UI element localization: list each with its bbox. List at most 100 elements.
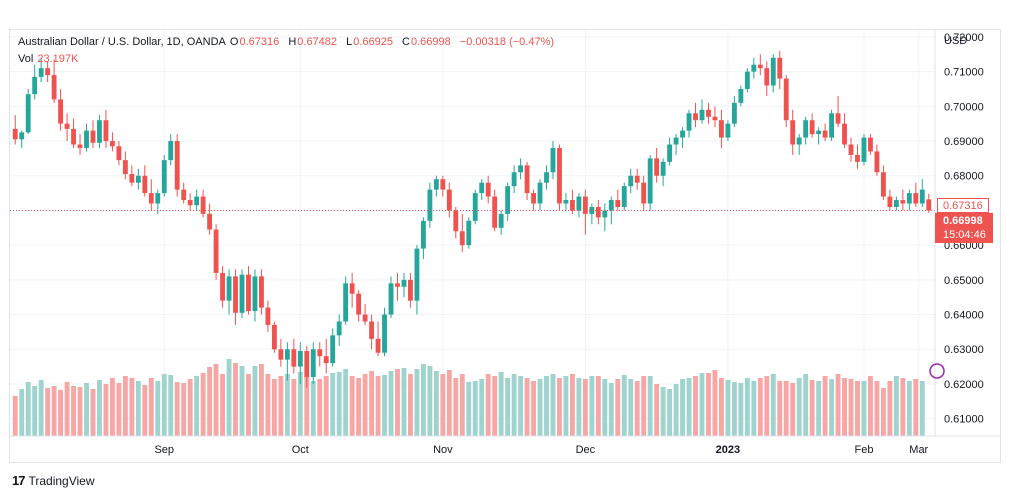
candle-body [213, 229, 219, 273]
volume-bar [544, 376, 549, 436]
volume-bar [660, 387, 666, 436]
bar-countdown: 15:04:46 [943, 229, 986, 241]
candle-body [764, 68, 770, 86]
close-value: 0.66998 [411, 36, 451, 48]
volume-bar [388, 371, 394, 436]
volume-bar [790, 383, 796, 436]
volume-bar [220, 374, 225, 436]
candle-body [12, 128, 18, 140]
y-tick-label: 0.68000 [944, 171, 984, 183]
candle-body [25, 94, 31, 133]
candle-body [252, 276, 258, 312]
candle-body [919, 189, 925, 204]
candle-body [900, 200, 906, 204]
candle-body [239, 274, 245, 313]
candle-body [829, 113, 835, 138]
candle-body [557, 147, 562, 204]
candle-body [77, 144, 83, 148]
candle-body [880, 172, 886, 197]
candle-body [498, 213, 504, 228]
candle-body [647, 158, 653, 204]
close-label: C [402, 36, 410, 48]
volume-bar [181, 383, 187, 436]
y-tick-label: 0.64000 [944, 310, 984, 322]
candle-body [505, 186, 511, 214]
grid-lines [10, 30, 935, 436]
volume-bar [706, 373, 711, 436]
volume-bar [809, 380, 815, 436]
x-tick-label: Mar [909, 444, 928, 456]
volume-bar [498, 372, 504, 436]
volume-value: 23.197K [37, 53, 79, 65]
candle-body [90, 130, 96, 143]
candle-body [634, 175, 640, 183]
time-axis[interactable]: Sep Oct Nov Dec 2023 Feb Mar [154, 444, 928, 456]
volume-bar [693, 376, 698, 436]
volume-bar [213, 364, 219, 436]
volume-bar [259, 364, 264, 436]
volume-bar [887, 381, 893, 436]
volume-bar [252, 366, 258, 436]
volume-bar [913, 379, 919, 436]
open-price-tag: 0.67316 [937, 198, 989, 213]
open-label: O [229, 36, 239, 48]
candle-body [790, 120, 796, 145]
volume-bar [382, 375, 387, 436]
candle-body [97, 120, 102, 143]
volume-bar [576, 378, 582, 436]
candle-body [751, 64, 757, 72]
volume-bar [323, 376, 329, 436]
scroll-to-realtime-icon[interactable] [929, 363, 945, 379]
volume-bar [719, 378, 724, 436]
volume-label[interactable]: Vol [18, 53, 34, 65]
candle-body [615, 200, 621, 207]
candle-body [330, 335, 336, 364]
candle-body [129, 174, 135, 183]
volume-bar [589, 376, 595, 436]
y-tick-label: 0.63000 [944, 344, 984, 356]
candle-body [479, 182, 485, 194]
candle-body [719, 120, 724, 138]
candle-body [699, 109, 705, 121]
x-tick-label: Feb [854, 444, 873, 456]
candle-body [446, 189, 452, 211]
tradingview-logo[interactable]: 17 TradingView [12, 473, 95, 488]
volume-bar [557, 378, 562, 436]
volume-bar [284, 374, 290, 436]
candles [12, 50, 932, 388]
x-tick-label: 2023 [716, 444, 740, 456]
volume-bar [71, 386, 76, 436]
volume-bar [835, 374, 841, 436]
candle-body [271, 324, 277, 350]
volume-bar [414, 369, 420, 436]
candle-body [492, 196, 498, 228]
candle-body [291, 349, 297, 367]
candle-body [731, 102, 737, 124]
symbol-title[interactable]: Australian Dollar / U.S. Dollar, 1D, OAN… [18, 36, 226, 48]
volume-bar [174, 382, 180, 436]
candle-body [803, 120, 809, 138]
y-tick-label: 0.65000 [944, 275, 984, 287]
candle-body [563, 200, 569, 204]
candle-body [621, 186, 627, 207]
volume-bar [906, 381, 912, 436]
volume-bar [569, 374, 575, 436]
candle-body [362, 314, 368, 322]
candle-body [395, 283, 400, 287]
candle-body [576, 196, 582, 211]
volume-bar [505, 378, 511, 436]
candle-body [427, 189, 433, 221]
candle-body [816, 130, 822, 135]
volume-bar [563, 376, 569, 436]
candle-body [32, 76, 38, 95]
volume-bar [764, 376, 770, 436]
x-tick-label: Nov [433, 444, 453, 456]
volume-bar [848, 379, 854, 436]
candle-body [453, 210, 459, 232]
volume-bar [12, 396, 18, 436]
volume-bar [84, 383, 89, 436]
candle-body [518, 165, 524, 173]
candle-body [855, 154, 860, 162]
volume-bar [602, 379, 608, 436]
